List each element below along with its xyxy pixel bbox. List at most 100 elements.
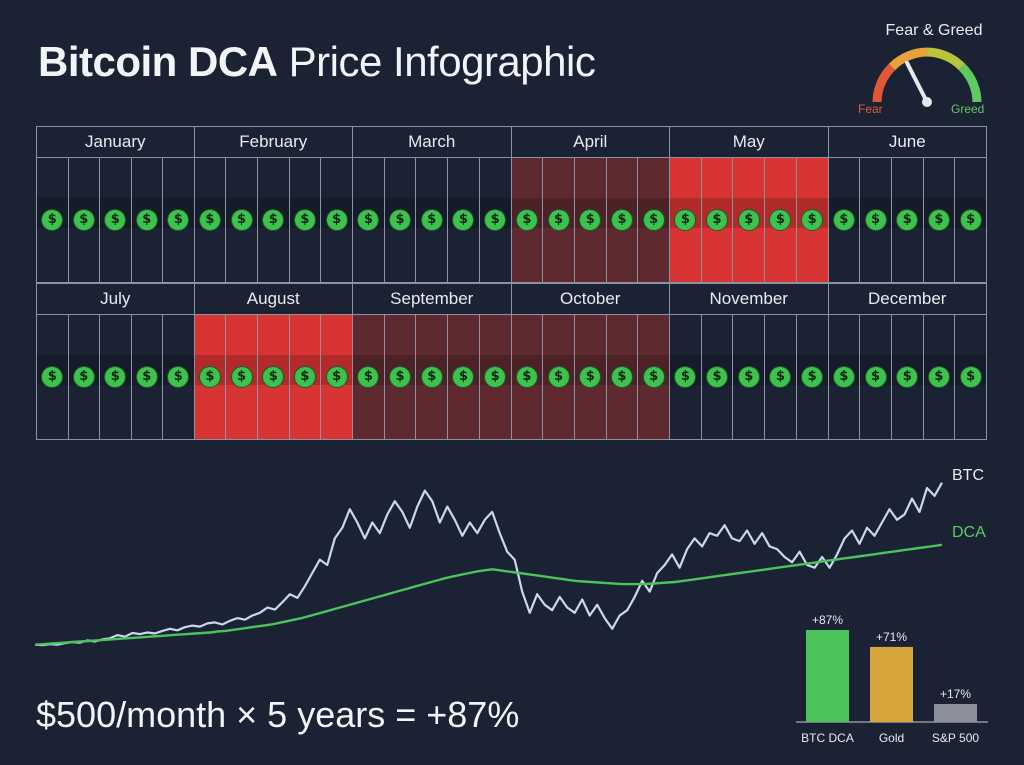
month-label: March [353,127,511,158]
dollar-coin-icon: $ [833,366,854,387]
dollar-coin-icon: $ [358,209,379,230]
week-cell: $ [385,314,417,439]
btc-series-label: BTC [952,467,984,484]
month-weeks: $ $ $ $ $ [353,314,511,439]
month-label: November [670,284,828,315]
dollar-coin-icon: $ [738,366,759,387]
month-label: February [194,127,352,158]
dollar-coin-icon: $ [802,209,823,230]
btc-series-line [34,482,943,647]
dollar-coin-icon: $ [326,366,347,387]
week-cell: $ [955,157,986,282]
month-december: December $ $ $ $ $ [827,283,987,440]
dollar-coin-icon: $ [865,209,886,230]
week-cell: $ [37,157,69,282]
month-weeks: $ $ $ $ $ [828,314,986,439]
month-weeks: $ $ $ $ $ [511,157,669,282]
dollar-coin-icon: $ [865,366,886,387]
month-february: February $ $ $ $ $ [193,126,353,283]
dollar-coin-icon: $ [707,366,728,387]
month-weeks: $ $ $ $ $ [353,157,511,282]
week-cell: $ [195,157,227,282]
week-cell: $ [607,314,639,439]
week-cell: $ [448,314,480,439]
dollar-coin-icon: $ [548,366,569,387]
dollar-coin-icon: $ [421,366,442,387]
dollar-coin-icon: $ [928,366,949,387]
week-cell: $ [638,157,669,282]
dollar-coin-icon: $ [643,209,664,230]
month-label: April [511,127,669,158]
calendar-row-first-half: January $ $ $ $ $ February $ $ $ $ $ March $ $ $ $ $ April… [36,126,987,285]
dca-series-line [34,543,943,646]
week-cell: $ [37,314,69,439]
week-cell: $ [132,314,163,439]
month-weeks: $ $ $ $ $ [194,157,352,282]
dollar-coin-icon: $ [897,366,918,387]
dollar-coin-icon: $ [421,209,442,230]
dollar-coin-icon: $ [516,209,537,230]
month-label: May [670,127,828,158]
dollar-coin-icon: $ [548,209,569,230]
week-cell: $ [163,157,194,282]
month-april: April $ $ $ $ $ [510,126,670,283]
week-cell: $ [860,314,892,439]
gauge-arc-greed [958,63,982,103]
month-september: September $ $ $ $ $ [352,283,512,440]
dollar-coin-icon: $ [485,366,506,387]
month-weeks: $ $ $ $ $ [828,157,986,282]
bar-btc-dca [806,630,849,722]
week-cell: $ [448,157,480,282]
dollar-coin-icon: $ [390,366,411,387]
month-weeks: $ $ $ $ $ [511,314,669,439]
bar-s-p-500 [934,704,977,722]
week-cell: $ [765,314,797,439]
week-cell: $ [385,157,417,282]
bar-value-label: +87% [812,613,843,627]
week-cell: $ [702,157,734,282]
dollar-coin-icon: $ [928,209,949,230]
dollar-coin-icon: $ [960,209,981,230]
week-cell: $ [353,314,385,439]
dollar-coin-icon: $ [294,366,315,387]
btc-vs-dca-line-chart [34,482,943,647]
dollar-coin-icon: $ [833,209,854,230]
dollar-coin-icon: $ [42,366,63,387]
week-cell: $ [69,157,100,282]
month-march: March $ $ $ $ $ [352,126,512,283]
week-cell: $ [924,157,956,282]
dollar-coin-icon: $ [707,209,728,230]
week-cell: $ [924,314,956,439]
bar-category-label: BTC DCA [801,731,854,745]
dollar-coin-icon: $ [516,366,537,387]
week-cell: $ [892,314,924,439]
week-cell: $ [353,157,385,282]
week-cell: $ [860,157,892,282]
bar-value-label: +71% [876,630,907,644]
dca-series-label: DCA [952,524,986,541]
month-label: July [37,284,194,315]
dollar-coin-icon: $ [675,366,696,387]
week-cell: $ [321,157,352,282]
dollar-coin-icon: $ [611,366,632,387]
dollar-coin-icon: $ [643,366,664,387]
week-cell: $ [607,157,639,282]
week-cell: $ [733,314,766,439]
dca-calendar: January $ $ $ $ $ February $ $ $ $ $ March $ $ $ $ $ April… [36,126,987,442]
week-cell: $ [416,314,449,439]
month-label: August [194,284,352,315]
week-cell: $ [290,314,322,439]
week-cell: $ [321,314,352,439]
month-label: January [37,127,194,158]
dollar-coin-icon: $ [168,366,189,387]
gauge-arc-neutral [888,47,928,71]
week-cell: $ [290,157,322,282]
month-january: January $ $ $ $ $ [36,126,195,283]
month-weeks: $ $ $ $ $ [670,157,828,282]
dollar-coin-icon: $ [199,209,220,230]
week-cell: $ [480,157,511,282]
dca-formula: $500/month × 5 years = +87% [36,694,520,735]
week-cell: $ [416,157,449,282]
week-cell: $ [258,157,290,282]
week-cell: $ [100,157,132,282]
